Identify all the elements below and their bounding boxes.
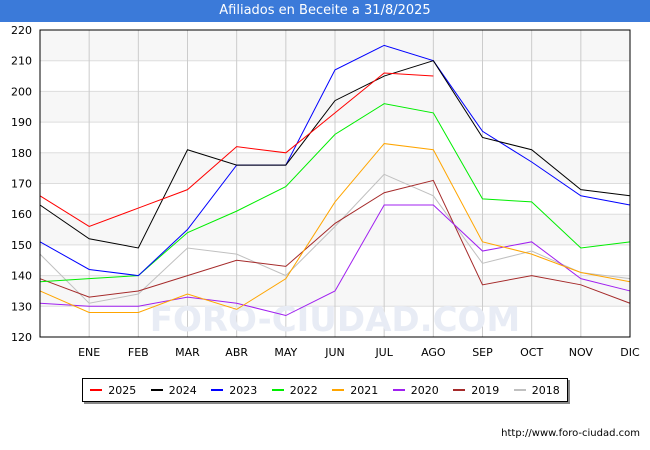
x-tick-label: NOV bbox=[569, 346, 594, 359]
y-tick-label: 220 bbox=[11, 24, 32, 37]
x-tick-label: FEB bbox=[128, 346, 149, 359]
legend-label: 2018 bbox=[531, 383, 560, 397]
legend-label: 2025 bbox=[108, 383, 137, 397]
y-tick-label: 190 bbox=[11, 116, 32, 129]
legend-swatch bbox=[90, 389, 103, 391]
legend-item-2024: 2024 bbox=[150, 383, 197, 397]
legend-item-2020: 2020 bbox=[392, 383, 439, 397]
y-tick-label: 140 bbox=[11, 270, 32, 283]
x-tick-label: JUN bbox=[324, 346, 345, 359]
y-tick-label: 200 bbox=[11, 85, 32, 98]
legend-item-2018: 2018 bbox=[513, 383, 560, 397]
legend-label: 2022 bbox=[289, 383, 318, 397]
x-tick-label: OCT bbox=[520, 346, 543, 359]
legend-swatch bbox=[332, 389, 345, 391]
legend-item-2019: 2019 bbox=[453, 384, 499, 397]
legend-label: 2024 bbox=[168, 383, 197, 397]
watermark: FORO-CIUDAD.COM bbox=[150, 300, 521, 340]
line-chart: 120 130 140 150 160 170 180 190 200 210 220 ENE FEB M… bbox=[11, 24, 640, 359]
y-tick-label: 130 bbox=[11, 300, 32, 313]
y-tick-label: 180 bbox=[11, 147, 32, 160]
x-tick-label: AGO bbox=[421, 346, 446, 359]
series-line-2024 bbox=[39, 60, 631, 249]
y-tick-label: 210 bbox=[11, 55, 32, 68]
legend: 2025 2024 2023 2022 2021 2020 2019 2018 bbox=[82, 378, 568, 402]
y-tick-label: 150 bbox=[11, 239, 32, 252]
x-tick-label: MAY bbox=[274, 346, 297, 359]
series-line-2018 bbox=[39, 173, 631, 304]
legend-swatch bbox=[453, 389, 466, 391]
legend-label: 2023 bbox=[229, 383, 258, 397]
legend-label: 2020 bbox=[410, 383, 439, 397]
series-line-2023 bbox=[39, 44, 631, 277]
legend-label: 2019 bbox=[471, 383, 500, 397]
series-line-2025 bbox=[39, 72, 434, 228]
legend-swatch bbox=[211, 389, 224, 391]
series-line-2021 bbox=[39, 143, 631, 313]
chart-title: Afiliados en Beceite a 31/8/2025 bbox=[0, 0, 650, 22]
legend-swatch bbox=[271, 389, 284, 391]
legend-item-2021: 2021 bbox=[332, 384, 378, 397]
y-tick-label: 170 bbox=[11, 178, 32, 191]
x-tick-label: JUL bbox=[374, 346, 393, 359]
y-tick-label: 120 bbox=[11, 331, 32, 344]
x-tick-label: MAR bbox=[175, 346, 200, 359]
legend-swatch bbox=[513, 389, 526, 391]
series-line-2020 bbox=[39, 204, 631, 317]
legend-item-2022: 2022 bbox=[271, 383, 318, 397]
legend-item-2023: 2023 bbox=[211, 384, 257, 397]
footer-url[interactable]: http://www.foro-ciudad.com bbox=[501, 428, 640, 439]
plot-frame bbox=[39, 29, 631, 338]
legend-label: 2021 bbox=[350, 383, 379, 397]
x-tick-label: ABR bbox=[225, 346, 248, 359]
series-line-2019 bbox=[39, 179, 631, 304]
x-tick-label: SEP bbox=[472, 346, 493, 359]
y-tick-label: 160 bbox=[11, 208, 32, 221]
x-tick-label: ENE bbox=[78, 346, 100, 359]
x-tick-label: DIC bbox=[620, 346, 640, 359]
legend-swatch bbox=[392, 389, 405, 391]
legend-swatch bbox=[150, 389, 163, 391]
legend-item-2025: 2025 bbox=[90, 384, 136, 397]
